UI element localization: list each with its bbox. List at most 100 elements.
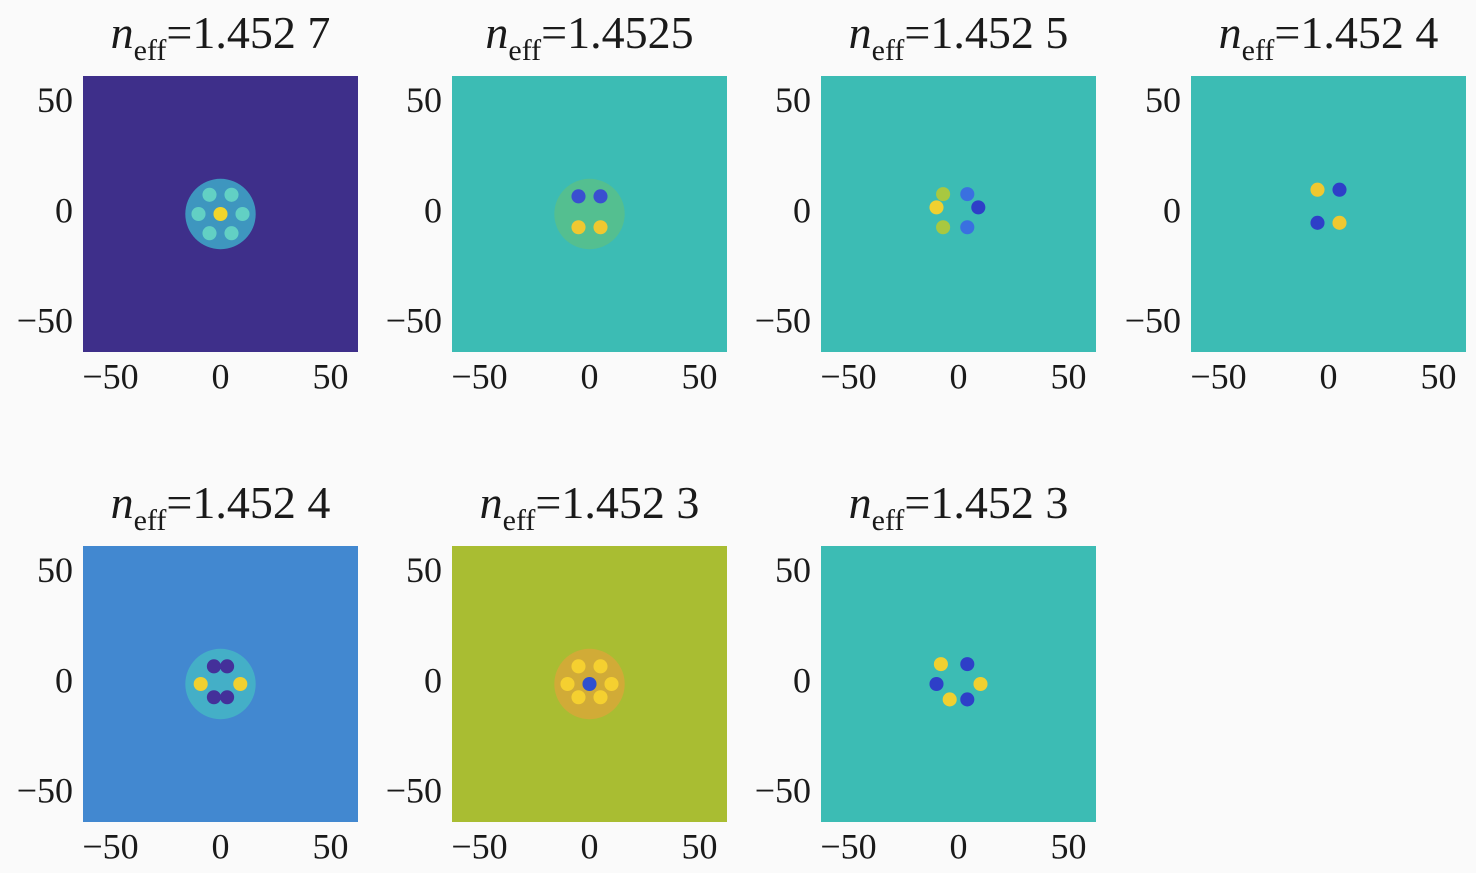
field — [554, 178, 625, 250]
field-halo — [554, 178, 625, 250]
field-spot — [960, 187, 975, 202]
x-tick-label: 0 — [950, 356, 968, 396]
field-spot — [206, 659, 221, 674]
field-spot — [224, 226, 239, 241]
field-spot — [571, 220, 586, 235]
y-tick-label: 0 — [424, 660, 442, 700]
y-tick-label: 50 — [775, 550, 811, 590]
field — [929, 657, 988, 707]
y-tick-label: 50 — [1145, 80, 1181, 120]
panel-title: neff=1.452 3 — [480, 477, 700, 537]
title-value: =1.452 4 — [1274, 7, 1438, 58]
x-tick-label: 0 — [581, 826, 599, 866]
title-subscript: eff — [508, 34, 541, 67]
field-spot — [571, 690, 586, 705]
y-tick-label: 50 — [37, 80, 73, 120]
field-spot — [593, 220, 608, 235]
x-tick-label: −50 — [820, 826, 876, 866]
field-spot — [933, 657, 948, 672]
field-spot — [929, 676, 944, 692]
field-spot — [206, 690, 221, 705]
field-spot — [1332, 215, 1347, 230]
y-tick-label: −50 — [755, 771, 811, 811]
x-tick-label: 50 — [313, 356, 349, 396]
field-spot — [929, 200, 944, 215]
x-tick-label: −50 — [82, 356, 138, 396]
field-spot — [213, 206, 228, 222]
field — [929, 187, 986, 235]
panel: neff=1.452 5 −50 0 50 −50 0 50 — [755, 7, 1096, 396]
y-tick-label: 0 — [55, 660, 73, 700]
field-spot — [220, 659, 235, 674]
y-tick-label: 50 — [775, 80, 811, 120]
panel: neff=1.452 4 −50 0 50 −50 0 50 — [17, 477, 358, 866]
field-spot — [593, 690, 608, 705]
y-tick-label: 50 — [37, 550, 73, 590]
title-subscript: eff — [872, 34, 905, 67]
field-spot — [960, 220, 975, 235]
x-tick-label: 0 — [950, 826, 968, 866]
panel-title: neff=1.452 4 — [111, 477, 331, 537]
field-spot — [235, 206, 250, 222]
y-tick-label: 0 — [1163, 190, 1181, 230]
x-tick-label: 50 — [313, 826, 349, 866]
plot-background — [821, 546, 1096, 822]
y-tick-label: −50 — [1125, 301, 1181, 341]
x-tick-label: 50 — [682, 356, 718, 396]
field — [1310, 182, 1347, 230]
y-tick-label: −50 — [17, 771, 73, 811]
title-value: =1.452 4 — [166, 477, 330, 528]
x-tick-label: −50 — [82, 826, 138, 866]
x-tick-label: 50 — [1051, 356, 1087, 396]
x-tick-label: 0 — [212, 356, 230, 396]
panel-title: neff=1.452 3 — [849, 477, 1069, 537]
x-tick-label: −50 — [451, 356, 507, 396]
panel: neff=1.452 4 −50 0 50 −50 0 50 — [1125, 7, 1466, 396]
title-symbol: n — [111, 7, 134, 58]
panel-title: neff=1.4525 — [485, 7, 693, 67]
plot-background — [821, 76, 1096, 352]
field-spot — [191, 206, 206, 222]
field-spot — [571, 659, 586, 674]
y-tick-label: 0 — [793, 660, 811, 700]
title-value: =1.452 3 — [904, 477, 1068, 528]
field-halo — [185, 648, 256, 720]
y-tick-label: 0 — [424, 190, 442, 230]
title-subscript: eff — [503, 504, 536, 537]
y-tick-label: 50 — [406, 550, 442, 590]
field-spot — [193, 676, 208, 692]
title-value: =1.4525 — [541, 7, 693, 58]
title-value: =1.452 3 — [535, 477, 699, 528]
field-spot — [1310, 182, 1325, 197]
x-tick-label: −50 — [1190, 356, 1246, 396]
field-spot — [1310, 215, 1325, 230]
field-spot — [560, 676, 575, 692]
field-spot — [593, 189, 608, 204]
field-spot — [936, 220, 951, 235]
field — [185, 648, 256, 720]
field-spot — [220, 690, 235, 705]
field-spot — [233, 676, 248, 692]
title-symbol: n — [1219, 7, 1242, 58]
field-spot — [202, 226, 217, 241]
field — [185, 178, 256, 250]
title-symbol: n — [111, 477, 134, 528]
field-spot — [593, 659, 608, 674]
title-subscript: eff — [872, 504, 905, 537]
field-spot — [960, 657, 975, 672]
panel: neff=1.452 7 −50 0 50 −50 0 50 — [17, 7, 358, 396]
plot-background — [1191, 76, 1466, 352]
panel-title: neff=1.452 4 — [1219, 7, 1439, 67]
panel-title: neff=1.452 5 — [849, 7, 1069, 67]
x-tick-label: 50 — [1421, 356, 1457, 396]
panel: neff=1.452 3 −50 0 50 −50 0 50 — [386, 477, 727, 866]
y-tick-label: −50 — [17, 301, 73, 341]
field-spot — [1332, 182, 1347, 197]
y-tick-label: 0 — [793, 190, 811, 230]
title-subscript: eff — [134, 34, 167, 67]
field-spot — [202, 187, 217, 202]
title-value: =1.452 7 — [166, 7, 330, 58]
y-tick-label: 50 — [406, 80, 442, 120]
x-tick-label: 0 — [1320, 356, 1338, 396]
